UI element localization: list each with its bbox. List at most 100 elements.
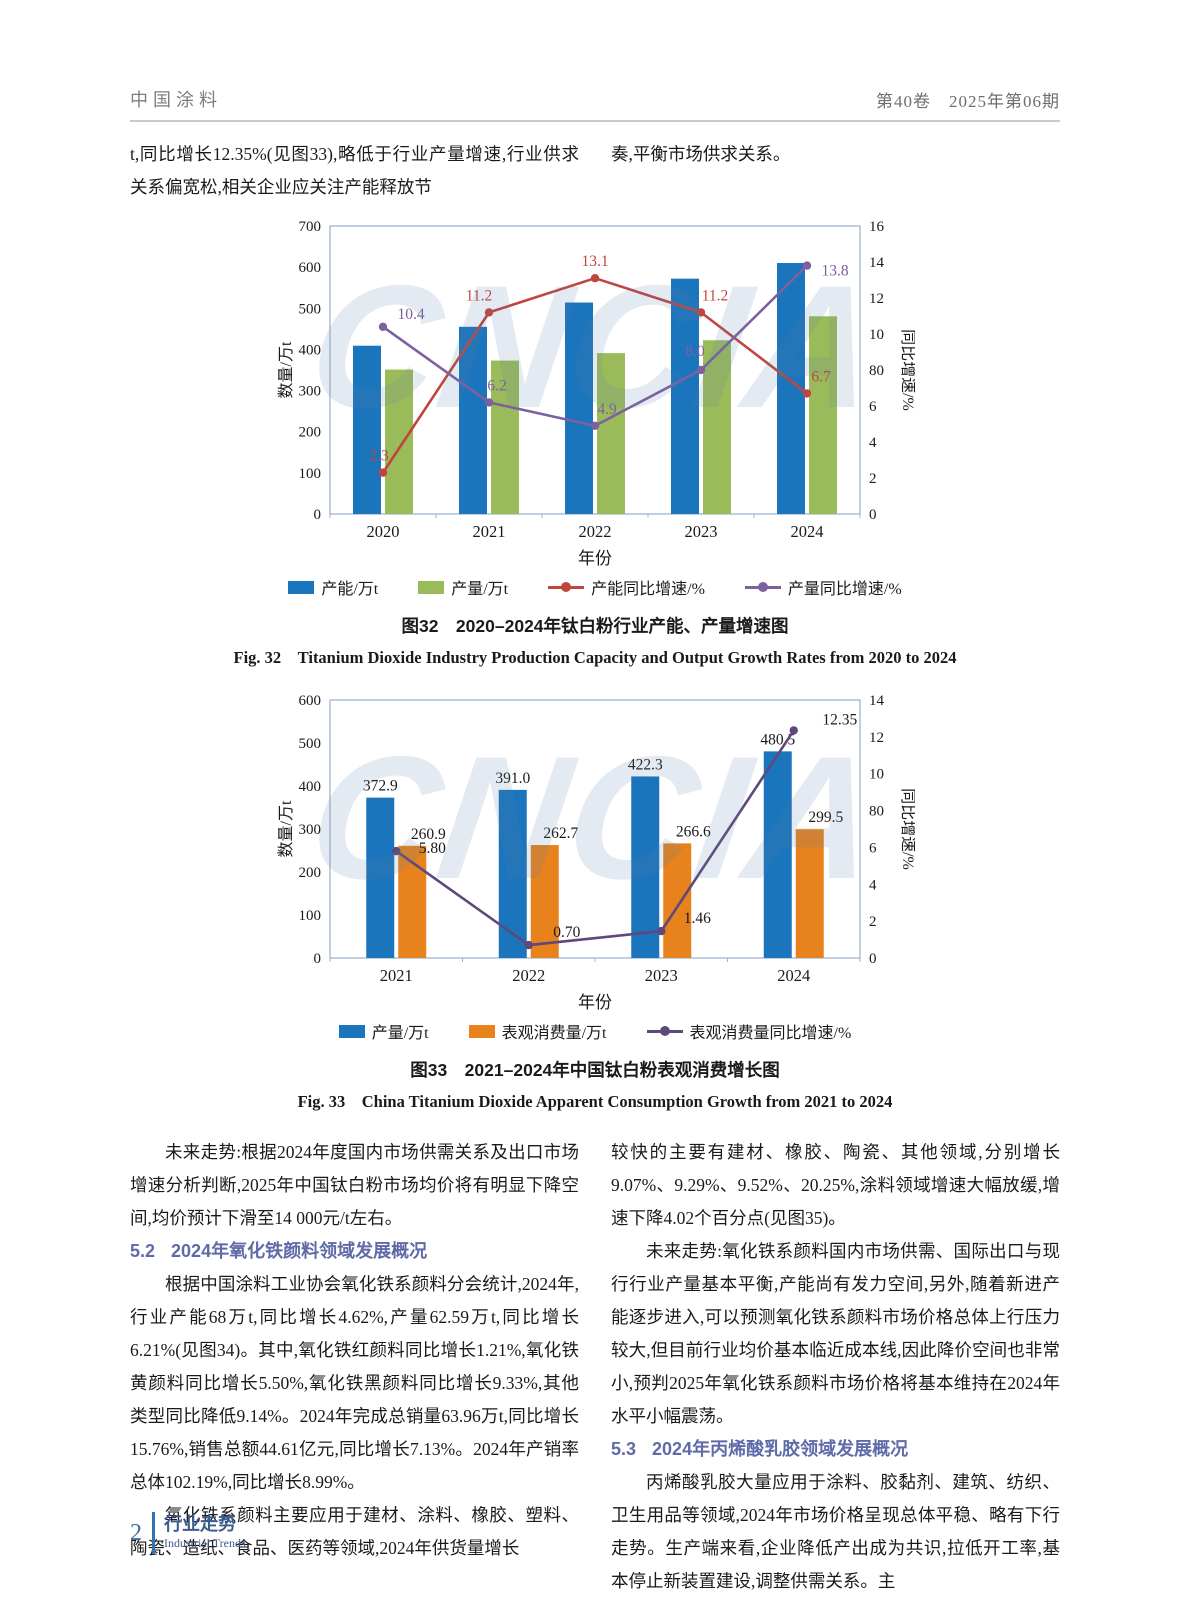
x-axis-tick: 2022 — [579, 522, 612, 541]
line-marker — [696, 365, 706, 375]
legend-bar-swatch — [338, 1024, 365, 1038]
line-value-label: 13.1 — [581, 253, 608, 270]
line-value-label: 12.35 — [822, 711, 857, 728]
bar — [763, 751, 792, 958]
legend-label: 产量/万t — [451, 581, 509, 598]
figure-33-chart: 0 100 200 300 400 500 600 0 2 4 6 80 10 12 14 数量/万t 同比增速… — [265, 688, 925, 1043]
right-axis-tick: 4 — [869, 877, 877, 893]
x-axis-tick: 2023 — [645, 966, 678, 985]
right-axis-tick: 80 — [869, 804, 884, 820]
line-value-label: 13.8 — [821, 263, 848, 280]
footer-section-en: Industrial Trends — [164, 1536, 246, 1550]
x-axis-tick: 2022 — [512, 966, 545, 985]
legend-item: 产能/万t — [288, 575, 378, 599]
line-marker — [392, 846, 401, 856]
line-marker — [378, 468, 388, 477]
left-axis-tick: 300 — [299, 822, 322, 838]
legend-line-swatch — [548, 581, 585, 594]
body-paragraph: 氧化铁系颜料主要应用于建材、涂料、橡胶、塑料、陶瓷、造纸、食品、医药等领域,20… — [130, 1505, 579, 1558]
line-marker — [524, 940, 533, 950]
legend-item: 产能同比增速/% — [548, 575, 705, 599]
legend-line-swatch — [744, 581, 781, 594]
body-left-column: 未来走势:根据2024年度国内市场供需关系及出口市场增速分析判断,2025年中国… — [130, 1136, 579, 1598]
bar — [366, 797, 395, 958]
body-paragraph: 未来走势:根据2024年度国内市场供需关系及出口市场增速分析判断,2025年中国… — [130, 1142, 579, 1228]
body-paragraph: 根据中国涂料工业协会氧化铁系颜料分会统计,2024年,行业产能68万t,同比增长… — [130, 1274, 579, 1492]
body-text: 未来走势:根据2024年度国内市场供需关系及出口市场增速分析判断,2025年中国… — [130, 1136, 1060, 1598]
figure-32-x-axis-label: 年份 — [578, 549, 612, 568]
line-series — [395, 729, 795, 947]
x-axis-tick: 2021 — [380, 966, 413, 985]
bar-value-label: 480.5 — [760, 731, 795, 748]
figure-33-x-axis-label: 年份 — [578, 993, 612, 1012]
right-axis-tick: 80 — [869, 363, 884, 379]
body-paragraph: 未来走势:氧化铁系颜料国内市场供需、国际出口与现行行业产量基本平衡,产能尚有发力… — [611, 1241, 1060, 1426]
right-axis-tick: 10 — [869, 767, 884, 783]
line-marker — [590, 274, 600, 283]
bar — [398, 845, 427, 958]
bar — [663, 843, 692, 958]
footer-divider — [152, 1512, 155, 1554]
right-axis-tick: 14 — [869, 693, 885, 709]
figure-32-legend: 产能/万t 产量/万t 产能同比增速/% 产量同比增速/% — [265, 575, 925, 599]
x-axis-tick: 2024 — [777, 966, 810, 985]
left-axis-tick: 400 — [299, 342, 322, 358]
journal-title: 中国涂料 — [130, 90, 222, 110]
legend-line-swatch — [646, 1025, 683, 1038]
figure-33-plot: 0 100 200 300 400 500 600 0 2 4 6 80 10 12 14 数量/万t 同比增速… — [277, 693, 915, 985]
line-value-label: 0.70 — [553, 924, 580, 941]
bar — [491, 360, 519, 514]
line-marker — [802, 389, 812, 398]
bar-value-label: 422.3 — [628, 756, 663, 773]
bar — [671, 278, 699, 514]
right-axis-tick: 4 — [869, 435, 877, 451]
left-axis-tick: 700 — [299, 219, 322, 235]
x-axis-tick: 2023 — [685, 522, 718, 541]
line-marker — [802, 261, 812, 270]
bar-value-label: 391.0 — [495, 770, 530, 787]
left-axis-title: 数量/万t — [277, 800, 295, 857]
legend-label: 表观消费量/万t — [501, 1025, 607, 1042]
line-marker — [657, 926, 666, 936]
left-axis-tick: 500 — [299, 736, 322, 752]
left-axis-tick: 0 — [314, 951, 322, 967]
right-axis-tick: 0 — [869, 507, 877, 523]
right-axis-tick: 12 — [869, 730, 884, 746]
body-paragraph: 较快的主要有建材、橡胶、陶瓷、其他领域,分别增长9.07%、9.29%、9.52… — [611, 1142, 1060, 1228]
left-axis-tick: 500 — [299, 301, 322, 317]
left-axis-tick: 200 — [299, 425, 322, 441]
page-footer: 2 行业走势 Industrial Trends — [130, 1512, 246, 1554]
body-right-column: 较快的主要有建材、橡胶、陶瓷、其他领域,分别增长9.07%、9.29%、9.52… — [611, 1136, 1060, 1598]
right-axis-tick: 6 — [869, 399, 877, 415]
page-header: 中国涂料 第40卷 2025年第06期 — [130, 0, 1060, 122]
line-marker — [696, 308, 706, 317]
x-axis-tick: 2024 — [791, 522, 824, 541]
line-marker — [590, 421, 600, 430]
section-number: 5.3 — [611, 1439, 637, 1459]
section-title: 2024年丙烯酸乳胶领域发展概况 — [652, 1439, 909, 1459]
right-axis-tick: 12 — [869, 291, 884, 307]
bar-value-label: 266.6 — [676, 823, 711, 840]
x-axis-tick: 2021 — [473, 522, 506, 541]
bar — [459, 326, 487, 514]
section-heading: 5.3 2024年丙烯酸乳胶领域发展概况 — [611, 1433, 1060, 1466]
legend-label: 产量/万t — [371, 1025, 429, 1042]
bar — [565, 302, 593, 514]
right-axis-tick: 6 — [869, 840, 877, 856]
figure-32-plot: 0 100 200 300 400 500 600 700 0 2 4 6 80 10 12 14 16 数量/万… — [277, 219, 915, 541]
figure-32-caption-en: Fig. 32 Titanium Dioxide Industry Produc… — [233, 648, 957, 667]
bar-value-label: 260.9 — [411, 826, 446, 843]
right-axis-tick: 0 — [869, 951, 877, 967]
left-axis-tick: 100 — [299, 908, 322, 924]
left-axis-tick: 300 — [299, 384, 322, 400]
bar-value-label: 299.5 — [808, 809, 843, 826]
legend-label: 产能/万t — [321, 581, 379, 598]
line-value-label: 4.9 — [597, 401, 617, 418]
bar-value-label: 262.7 — [543, 825, 578, 842]
page-number: 2 — [130, 1519, 142, 1546]
right-axis-tick: 16 — [869, 219, 885, 235]
line-value-label: 11.2 — [702, 287, 729, 304]
left-axis-tick: 100 — [299, 466, 322, 482]
bar — [809, 316, 837, 514]
bar — [353, 345, 381, 514]
